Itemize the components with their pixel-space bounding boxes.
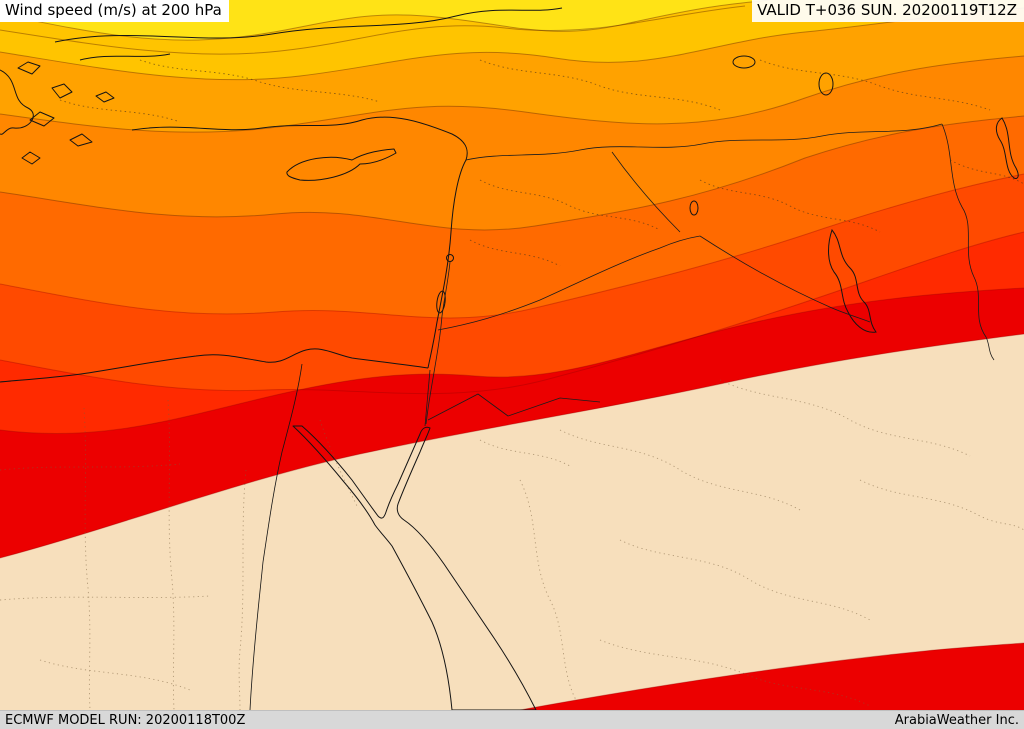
band-crimson-southeast [520,643,1024,710]
isoline [0,55,1024,133]
band-beige-low [0,334,1024,710]
levant-coast [131,116,468,369]
contour-isolines [0,0,1024,710]
black-sea-coast-detail [79,53,171,61]
model-run-label: ECMWF MODEL RUN: 20200118T00Z [5,712,246,728]
isoline [0,173,1024,319]
footer-bar: ECMWF MODEL RUN: 20200118T00Z ArabiaWeat… [0,710,1024,729]
persian-gulf [828,228,877,333]
isoline [0,0,771,41]
black-sea-coast [54,7,563,43]
isoline [0,231,1024,395]
border-egypt-israel [424,369,431,427]
country-borders [424,123,995,427]
isoline [0,115,1024,231]
aegean-coast [0,69,34,135]
isoline [0,333,1024,559]
lake-urmia [818,72,834,96]
sea-of-galilee [446,254,454,262]
border-jordan-saudi-zigzag [427,393,601,421]
egypt-mediterranean-coast [0,348,429,383]
coastlines [0,7,563,710]
wind-map [0,0,1024,710]
caspian-corner [995,117,1019,179]
border-syria-iraq [611,151,681,233]
isoline [0,7,1024,81]
border-israel-jordan-valley [425,261,451,425]
provider-credit: ArabiaWeather Inc. [894,712,1019,728]
lake-van [732,55,756,69]
contour-bands [0,0,1024,710]
dotted-admin-boundary-south [0,379,1024,710]
isoline [0,287,1024,435]
water-bodies [292,55,1019,710]
dotted-admin-boundary-north [59,59,1024,267]
red-sea [292,425,537,710]
border-saudi-iraq [699,235,871,323]
isoline [519,642,1024,710]
cyprus-island [286,148,397,181]
aegean-islands [17,61,115,165]
border-turkey-syria-iraq [465,123,943,161]
map-title: Wind speed (m/s) at 200 hPa [0,0,229,22]
admin-boundaries [0,59,1024,710]
valid-time-label: VALID T+036 SUN. 20200119T12Z [752,0,1024,22]
isoline [0,5,746,55]
lake-tharthar [689,200,699,216]
border-jordan-iraq [437,235,701,331]
border-iraq-iran [941,123,995,361]
nile-river [249,363,303,710]
